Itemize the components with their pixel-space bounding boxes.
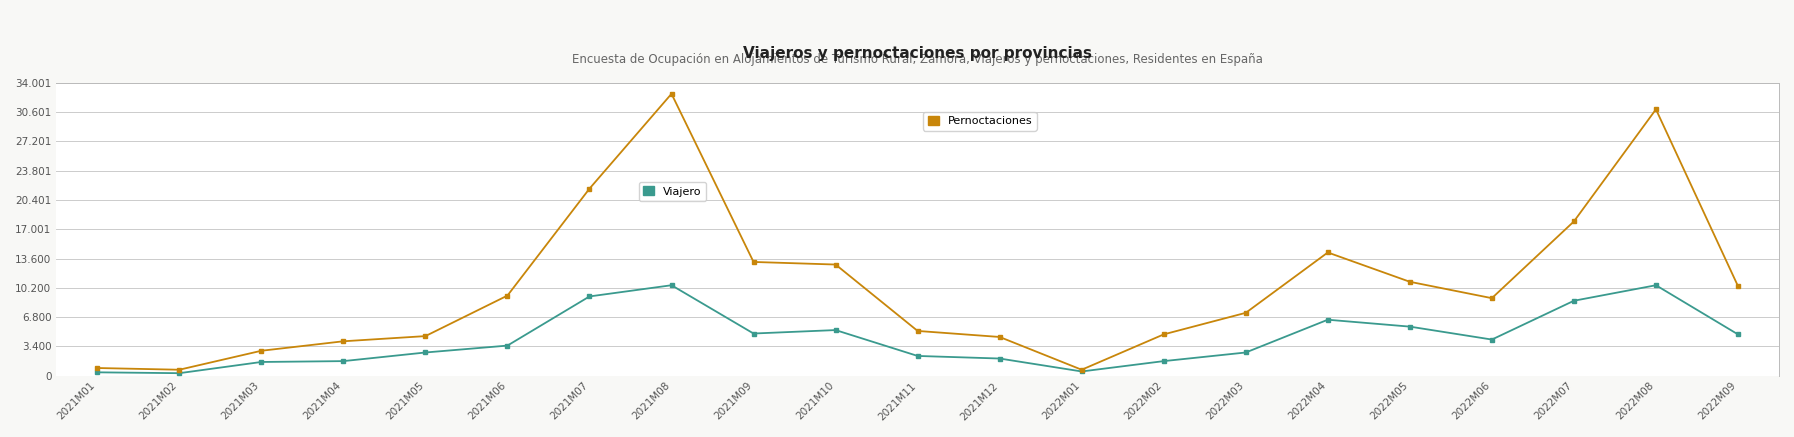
Viajero [169, 371, 190, 376]
Pernoctaciones [743, 259, 764, 264]
Title: Viajeros y pernoctaciones por provincias: Viajeros y pernoctaciones por provincias [743, 45, 1093, 61]
Viajero [660, 283, 682, 288]
Viajero [1728, 332, 1749, 337]
Viajero [497, 343, 518, 348]
Pernoctaciones [660, 91, 682, 97]
Legend: Viajero: Viajero [639, 182, 707, 201]
Pernoctaciones [251, 348, 273, 354]
Pernoctaciones [1154, 332, 1175, 337]
Pernoctaciones [86, 365, 108, 371]
Pernoctaciones [825, 262, 847, 267]
Viajero [1317, 317, 1338, 323]
Pernoctaciones [332, 339, 353, 344]
Viajero [988, 356, 1010, 361]
Viajero [825, 327, 847, 333]
Viajero [1399, 324, 1421, 329]
Line: Viajero: Viajero [95, 283, 1740, 376]
Viajero [1154, 358, 1175, 364]
Pernoctaciones [1482, 295, 1503, 301]
Pernoctaciones [169, 367, 190, 372]
Pernoctaciones [1317, 250, 1338, 255]
Pernoctaciones [1399, 279, 1421, 284]
Pernoctaciones [497, 293, 518, 298]
Viajero [1645, 283, 1667, 288]
Viajero [743, 331, 764, 336]
Viajero [1563, 298, 1584, 303]
Pernoctaciones [414, 333, 436, 339]
Viajero [1482, 337, 1503, 342]
Viajero [1071, 369, 1093, 374]
Pernoctaciones [1563, 219, 1584, 224]
Viajero [1234, 350, 1256, 355]
Pernoctaciones [906, 328, 927, 333]
Pernoctaciones [1071, 367, 1093, 372]
Line: Pernoctaciones: Pernoctaciones [95, 91, 1740, 372]
Pernoctaciones [579, 186, 601, 191]
Viajero [906, 354, 927, 359]
Text: Encuesta de Ocupación en Alojamientos de Turismo Rural, Zamora, Viajeros y perno: Encuesta de Ocupación en Alojamientos de… [572, 53, 1263, 66]
Viajero [86, 370, 108, 375]
Viajero [414, 350, 436, 355]
Pernoctaciones [1234, 310, 1256, 316]
Pernoctaciones [988, 334, 1010, 340]
Pernoctaciones [1645, 107, 1667, 112]
Viajero [579, 294, 601, 299]
Pernoctaciones [1728, 284, 1749, 289]
Viajero [332, 358, 353, 364]
Viajero [251, 359, 273, 364]
